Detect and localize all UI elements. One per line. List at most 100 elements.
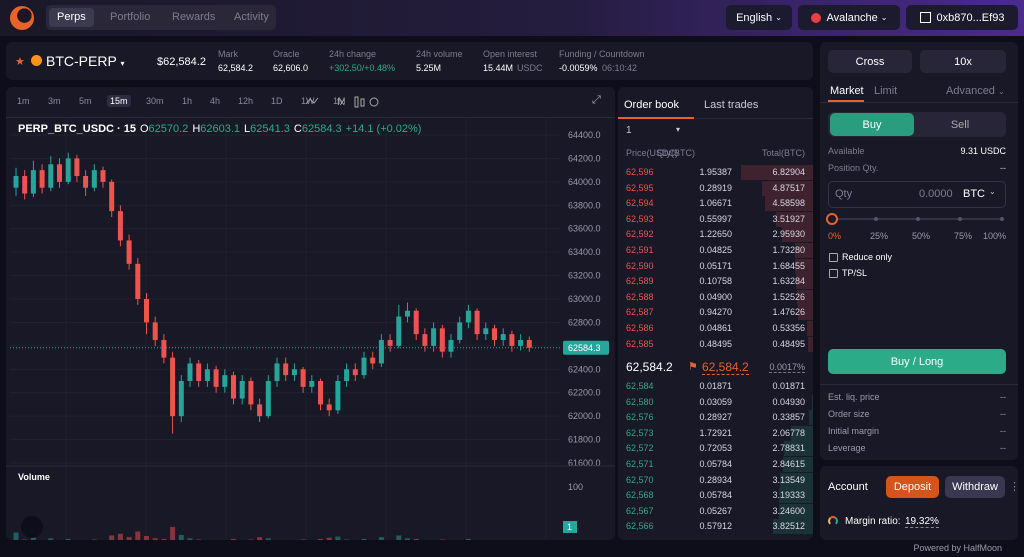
ob-price[interactable]: 62,584 <box>626 381 654 391</box>
checkbox[interactable] <box>829 253 838 262</box>
more-icon[interactable]: ⋮ <box>1009 481 1020 493</box>
volume-title: Volume <box>18 472 50 482</box>
interval-button[interactable]: 1W <box>301 96 315 106</box>
submit-button[interactable]: Buy / Long <box>828 349 1006 374</box>
stat-value: +302.50/+0.48% <box>329 63 396 73</box>
ob-price[interactable]: 62,568 <box>626 490 654 501</box>
ob-price[interactable]: 62,576 <box>626 412 654 423</box>
ob-price[interactable]: 62,585 <box>626 338 654 349</box>
interval-button[interactable]: 3m <box>48 96 61 106</box>
nav-tab[interactable]: Portfolio <box>110 11 151 23</box>
orderbook-tab[interactable]: Order book <box>624 99 680 111</box>
slider-label[interactable]: 25% <box>870 231 889 241</box>
candle-body <box>100 170 106 182</box>
candle-body <box>265 381 271 417</box>
qty-unit[interactable]: BTC <box>963 188 985 200</box>
withdraw-button[interactable]: Withdraw <box>945 476 1005 498</box>
divider <box>820 384 1018 385</box>
wallet-button[interactable]: 0xb870...Ef93 <box>906 5 1018 30</box>
ob-price[interactable]: 62,596 <box>626 167 654 177</box>
info-label: Initial margin <box>828 426 880 436</box>
ob-price[interactable]: 62,593 <box>626 213 654 224</box>
ob-price[interactable]: 62,580 <box>626 396 654 407</box>
ob-price[interactable]: 62,594 <box>626 198 654 209</box>
ob-price[interactable]: 62,571 <box>626 459 654 469</box>
sell-side[interactable]: Sell <box>950 118 970 131</box>
volume-bar <box>109 535 115 540</box>
nav-tab[interactable]: Perps <box>49 8 94 27</box>
interval-button[interactable]: 1D <box>271 96 283 106</box>
interval-button[interactable]: 1m <box>17 96 30 106</box>
ob-price[interactable]: 62,591 <box>626 245 654 255</box>
ob-price[interactable]: 62,587 <box>626 307 654 318</box>
ob-price[interactable]: 62,595 <box>626 182 654 193</box>
slider-label[interactable]: 75% <box>954 231 973 241</box>
slider-thumb[interactable] <box>826 213 838 225</box>
interval-button[interactable]: 12h <box>238 96 254 106</box>
candle-body <box>65 158 71 182</box>
ob-price[interactable]: 62,590 <box>626 260 654 271</box>
ob-price[interactable]: 62,586 <box>626 323 654 333</box>
candle-body <box>457 322 463 340</box>
y-tick-label: 62800.0 <box>568 317 601 327</box>
favorite-icon[interactable]: ★ <box>15 56 25 68</box>
candle-body <box>283 363 289 376</box>
language-select[interactable]: English ⌄ <box>726 5 792 30</box>
ob-price[interactable]: 62,588 <box>626 291 654 302</box>
network-select[interactable]: Avalanche ⌄ <box>798 5 900 30</box>
ob-price[interactable]: 62,592 <box>626 229 654 240</box>
fx-icon[interactable]: fx <box>337 97 345 108</box>
checkbox[interactable] <box>829 269 838 278</box>
advanced-tab[interactable]: Advanced ⌄ <box>946 85 1005 97</box>
depth-bar <box>797 305 813 321</box>
candle-body <box>248 381 254 405</box>
leverage[interactable]: 10x <box>920 50 1006 73</box>
logo[interactable] <box>10 6 34 30</box>
settings-icon[interactable] <box>369 97 379 107</box>
candle-body <box>465 310 471 323</box>
ob-price[interactable]: 62,589 <box>626 276 654 287</box>
ob-price[interactable]: 62,573 <box>626 427 654 438</box>
ob-price[interactable]: 62,567 <box>626 505 654 516</box>
symbol-text: BTC-PERP <box>46 53 117 69</box>
volume-bar <box>335 536 341 540</box>
interval-button[interactable]: 5m <box>79 96 92 106</box>
y-tick-label: 62400.0 <box>568 364 601 374</box>
interval-button[interactable]: 4h <box>210 96 221 106</box>
interval-button[interactable]: 30m <box>146 96 164 106</box>
ob-total: 0.53356 <box>772 323 805 333</box>
ob-total: 1.52526 <box>772 291 805 302</box>
buy-side[interactable]: Buy <box>830 113 914 136</box>
margin-value: 19.32% <box>905 516 939 528</box>
limit-tab[interactable]: Limit <box>874 85 898 97</box>
fullscreen-icon[interactable]: ⤢ <box>592 94 601 106</box>
ob-total: 2.95930 <box>772 229 805 240</box>
trades-tab[interactable]: Last trades <box>704 99 759 111</box>
candle-icon[interactable] <box>354 96 359 108</box>
indicator-icon[interactable] <box>305 97 319 105</box>
ob-total: 6.82904 <box>772 167 805 177</box>
slider-label[interactable]: 50% <box>912 231 931 241</box>
deposit-button[interactable]: Deposit <box>886 476 939 498</box>
slider-label[interactable]: 0% <box>828 231 842 241</box>
interval-button[interactable]: 1h <box>182 96 193 106</box>
ticker-bar: ★ BTC-PERP ▾ $62,584.2 Mark 62,584.2 Oracl… <box>6 42 813 80</box>
divider <box>820 102 1018 103</box>
ob-price[interactable]: 62,570 <box>626 474 654 485</box>
ob-price[interactable]: 62,572 <box>626 443 654 454</box>
qty-input[interactable]: Qty 0.0000 BTC ⌄ <box>828 181 1006 208</box>
volume-bar <box>318 538 323 540</box>
ob-price[interactable]: 62,566 <box>626 521 654 532</box>
interval-button[interactable]: 1M <box>333 96 346 106</box>
nav-tab[interactable]: Activity <box>234 11 269 23</box>
margin-mode[interactable]: Cross <box>828 50 912 73</box>
candle-icon[interactable] <box>360 98 365 107</box>
step-select[interactable]: 1 ▾ <box>626 125 680 136</box>
nav-tab[interactable]: Rewards <box>172 11 216 23</box>
interval-button[interactable]: 15m <box>107 95 131 107</box>
symbol[interactable]: BTC-PERP ▾ <box>46 53 125 69</box>
ob-total: 0.33857 <box>772 412 805 423</box>
slider-label[interactable]: 100% <box>982 231 1006 241</box>
market-tab[interactable]: Market <box>830 85 864 97</box>
stat-value: 62,606.0 <box>273 63 309 73</box>
